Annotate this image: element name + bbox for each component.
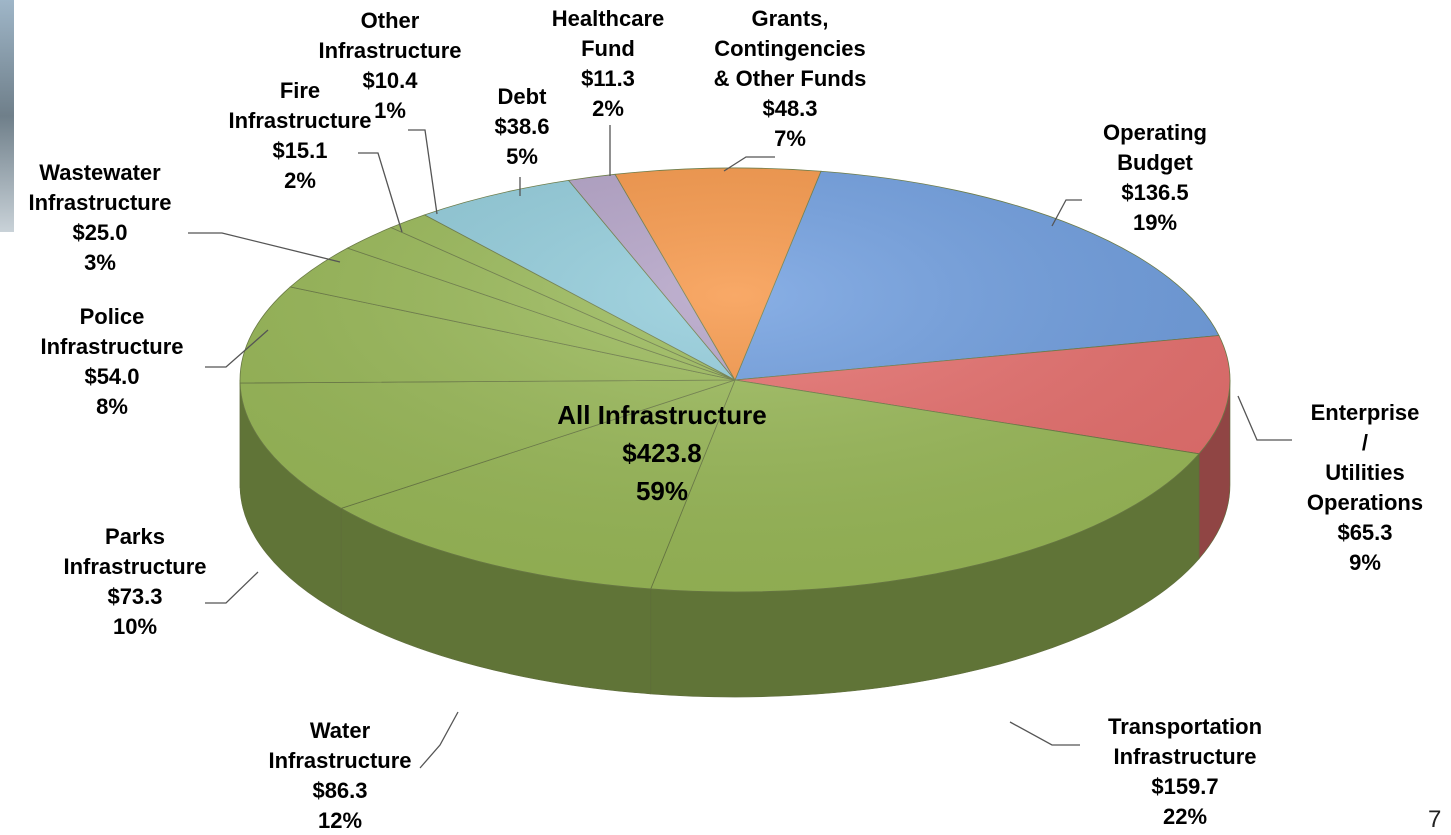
leader-line bbox=[1237, 395, 1292, 441]
slice-value: $136.5 bbox=[1121, 180, 1189, 205]
leader-line bbox=[358, 152, 403, 233]
slice-value: $10.4 bbox=[362, 68, 418, 93]
slice-value: $159.7 bbox=[1151, 774, 1219, 799]
slice-percent: 2% bbox=[592, 96, 624, 121]
slice-name: Wastewater Infrastructure bbox=[28, 160, 172, 215]
slice-percent: 19% bbox=[1132, 210, 1178, 235]
slice-value: $54.0 bbox=[84, 364, 140, 389]
slice-name: Police Infrastructure bbox=[40, 304, 184, 359]
slice-label: Enterprise / Utilities Operations $65.3 9% bbox=[1307, 398, 1423, 578]
slice-label: Water Infrastructure $86.3 12% bbox=[268, 716, 411, 835]
slice-label: Debt $38.6 5% bbox=[494, 82, 549, 172]
slice-percent: 2% bbox=[284, 168, 316, 193]
slice-label: Operating Budget $136.5 19% bbox=[1103, 118, 1207, 238]
leader-line bbox=[1051, 199, 1082, 227]
slice-value: $73.3 bbox=[107, 584, 163, 609]
slice-percent: 3% bbox=[84, 250, 116, 275]
slice-name: Fire Infrastructure bbox=[228, 78, 372, 133]
group-value: $423.8 bbox=[622, 438, 702, 468]
leader-line bbox=[419, 711, 459, 769]
leader-line bbox=[408, 129, 438, 215]
slice-percent: 1% bbox=[374, 98, 406, 123]
group-label: All Infrastructure $423.8 59% bbox=[557, 396, 767, 510]
slice-value: $86.3 bbox=[312, 778, 368, 803]
slice-label: Parks Infrastructure $73.3 10% bbox=[63, 522, 206, 642]
group-name: All Infrastructure bbox=[557, 400, 767, 430]
slice-percent: 5% bbox=[506, 144, 538, 169]
slice-value: $48.3 bbox=[762, 96, 818, 121]
group-percent: 59% bbox=[635, 476, 689, 506]
slice-name: Debt bbox=[497, 84, 547, 109]
slice-name: Grants, Contingencies & Other Funds bbox=[713, 6, 867, 91]
slice-name: Enterprise / Utilities Operations bbox=[1306, 400, 1424, 515]
leader-line bbox=[205, 329, 269, 368]
slice-percent: 10% bbox=[112, 614, 158, 639]
slice-percent: 8% bbox=[96, 394, 128, 419]
slice-name: Parks Infrastructure bbox=[63, 524, 207, 579]
slice-name: Transportation Infrastructure bbox=[1107, 714, 1263, 769]
slice-value: $38.6 bbox=[494, 114, 550, 139]
slice-name: Healthcare Fund bbox=[551, 6, 665, 61]
slice-value: $11.3 bbox=[581, 66, 635, 91]
slice-value: $25.0 bbox=[72, 220, 128, 245]
slice-name: Water Infrastructure bbox=[268, 718, 412, 773]
slice-value: $15.1 bbox=[272, 138, 328, 163]
slice-percent: 12% bbox=[317, 808, 363, 833]
slice-name: Operating Budget bbox=[1103, 120, 1207, 175]
leader-line bbox=[723, 156, 775, 172]
slice-value: $65.3 bbox=[1337, 520, 1393, 545]
slice-label: Grants, Contingencies & Other Funds $48.3… bbox=[714, 4, 867, 154]
photo-edge bbox=[0, 0, 14, 232]
slice-percent: 22% bbox=[1162, 804, 1208, 829]
slice-label: Fire Infrastructure $15.1 2% bbox=[228, 76, 371, 196]
slice-label: Wastewater Infrastructure $25.0 3% bbox=[28, 158, 171, 278]
page-number: 7 bbox=[1428, 806, 1442, 833]
leader-line bbox=[1009, 721, 1080, 746]
slice-label: Healthcare Fund $11.3 2% bbox=[552, 4, 665, 124]
slice-label: Police Infrastructure $54.0 8% bbox=[40, 302, 183, 422]
slice-name: Other Infrastructure bbox=[318, 8, 462, 63]
slice-label: Transportation Infrastructure $159.7 22% bbox=[1108, 712, 1262, 832]
slice-percent: 9% bbox=[1349, 550, 1381, 575]
slice-label: Other Infrastructure $10.4 1% bbox=[318, 6, 461, 126]
slice-percent: 7% bbox=[774, 126, 806, 151]
leader-line bbox=[188, 232, 341, 263]
leader-line bbox=[205, 571, 259, 604]
